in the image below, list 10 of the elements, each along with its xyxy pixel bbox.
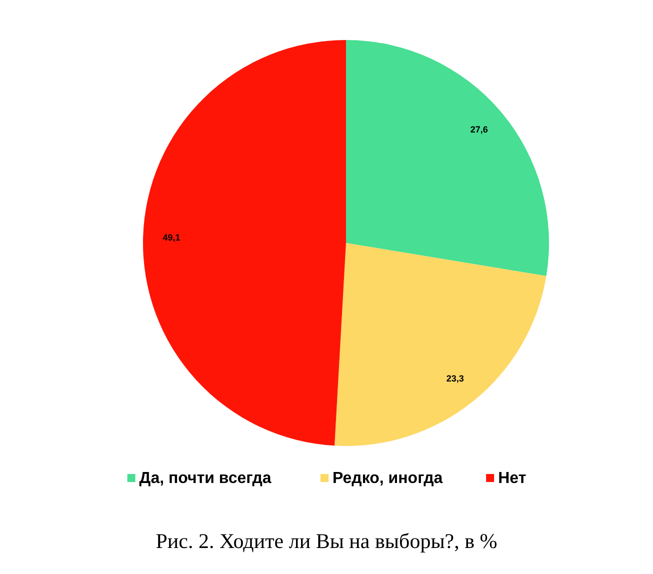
text: Рис. 2. Ходите ли Вы на выборы?, в % [156,529,498,553]
legend-label: Нет [498,470,526,488]
legend-label: Да, почти всегда [139,470,272,488]
data-label: 23,3 [446,374,464,384]
legend-label: Редко, иногда [332,470,443,488]
data-label: 49,1 [162,232,180,242]
pie-slice [334,243,546,446]
pie-slice [346,40,549,276]
data-label: 27,6 [470,124,488,134]
pie-slice [143,40,346,446]
